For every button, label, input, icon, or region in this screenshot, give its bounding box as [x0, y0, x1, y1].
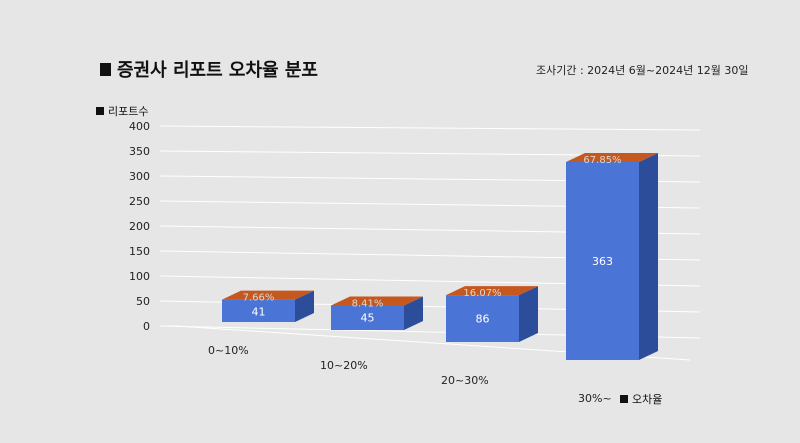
- y-axis-label-text: 리포트수: [108, 105, 149, 118]
- bar-side-face: [295, 290, 314, 322]
- chart-title: 증권사 리포트 오차율 분포: [100, 56, 318, 82]
- y-tick-label: 150: [129, 245, 150, 258]
- square-bullet-icon: [620, 395, 628, 403]
- x-tick-label: 30%~: [578, 392, 612, 405]
- bar-top-face: [222, 290, 314, 300]
- y-tick-label: 350: [129, 145, 150, 158]
- bar-value-label: 45: [361, 311, 375, 324]
- bar-front-face: [446, 295, 519, 342]
- bar-percent-label: 16.07%: [463, 288, 501, 299]
- bar-value-label: 86: [476, 313, 490, 326]
- y-tick-label: 100: [129, 270, 150, 283]
- bar-percent-label: 8.41%: [352, 298, 384, 309]
- y-tick-label: 250: [129, 195, 150, 208]
- bar-front-face: [331, 305, 404, 330]
- x-tick-label: 20~30%: [441, 374, 489, 387]
- y-tick-label: 200: [129, 220, 150, 233]
- x-tick-label: 0~10%: [208, 344, 249, 357]
- y-tick-label: 0: [143, 320, 150, 333]
- y-tick-label: 50: [136, 295, 150, 308]
- bar-front-face: [566, 162, 639, 360]
- x-tick-label: 10~20%: [320, 359, 368, 372]
- chart-title-text: 증권사 리포트 오차율 분포: [117, 60, 318, 81]
- y-tick-label: 400: [129, 120, 150, 133]
- x-axis-label: 오차율: [620, 391, 662, 407]
- bar-percent-label: 67.85%: [583, 155, 621, 166]
- bar-front-face: [222, 299, 295, 322]
- bar-side-face: [639, 153, 658, 360]
- bar-top-face: [331, 296, 423, 306]
- y-axis-label: 리포트수: [96, 103, 148, 119]
- square-bullet-icon: [100, 62, 111, 76]
- bar-top-face: [446, 286, 538, 296]
- x-axis-label-text: 오차율: [632, 393, 663, 406]
- gridline: [159, 125, 701, 131]
- bar-side-face: [519, 286, 538, 342]
- square-bullet-icon: [96, 107, 104, 115]
- bar-value-label: 363: [592, 255, 613, 268]
- bar-value-label: 41: [252, 306, 266, 319]
- chart-subtitle: 조사기간 : 2024년 6월~2024년 12월 30일: [536, 64, 749, 77]
- bar-top-face: [566, 153, 658, 162]
- bar-side-face: [404, 296, 423, 330]
- y-tick-label: 300: [129, 170, 150, 183]
- bar-percent-label: 7.66%: [243, 293, 275, 304]
